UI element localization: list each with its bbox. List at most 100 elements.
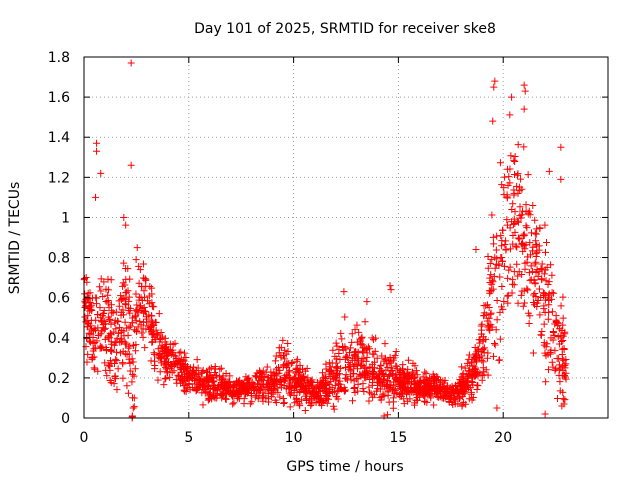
data-point	[528, 267, 536, 275]
data-point	[273, 384, 281, 392]
data-point	[504, 274, 512, 282]
data-point	[207, 364, 215, 372]
data-point-outlier	[127, 161, 135, 169]
data-point	[544, 366, 552, 374]
data-point	[542, 248, 550, 256]
data-point	[125, 293, 133, 301]
data-point	[129, 371, 137, 379]
data-point	[87, 316, 95, 324]
data-point	[532, 253, 540, 261]
data-point-outlier	[521, 87, 529, 95]
data-point	[145, 325, 153, 333]
data-point	[540, 305, 548, 313]
data-point	[315, 387, 323, 395]
data-point	[307, 402, 315, 410]
data-point	[142, 276, 150, 284]
data-point	[323, 394, 331, 402]
data-point	[504, 291, 512, 299]
data-point	[519, 302, 527, 310]
data-point	[404, 365, 412, 373]
data-point	[124, 331, 132, 339]
data-point	[168, 361, 176, 369]
data-point	[156, 334, 164, 342]
data-point-outlier	[557, 143, 565, 151]
data-point	[102, 285, 110, 293]
data-point	[503, 191, 511, 199]
y-tick-label: 1.2	[48, 170, 70, 186]
data-point	[389, 370, 397, 378]
data-point	[305, 395, 313, 403]
data-point	[523, 224, 531, 232]
data-point	[526, 276, 534, 284]
data-point	[291, 399, 299, 407]
data-point	[320, 381, 328, 389]
data-point-outlier	[508, 93, 516, 101]
data-point	[532, 237, 540, 245]
data-point	[89, 334, 97, 342]
data-point	[516, 203, 524, 211]
data-point	[540, 270, 548, 278]
data-point	[132, 256, 140, 264]
data-point-outlier	[130, 394, 138, 402]
data-point	[514, 272, 522, 280]
data-point	[543, 238, 551, 246]
data-point	[85, 337, 93, 345]
data-point	[248, 398, 256, 406]
data-point	[350, 377, 358, 385]
data-point	[390, 385, 398, 393]
data-point-outlier	[545, 167, 553, 175]
data-point	[492, 246, 500, 254]
y-tick-label: 0.4	[48, 331, 70, 347]
data-point	[166, 373, 174, 381]
data-point	[438, 394, 446, 402]
data-point	[251, 393, 259, 401]
data-point	[514, 218, 522, 226]
data-point	[302, 389, 310, 397]
data-point	[396, 367, 404, 375]
data-point	[98, 343, 106, 351]
data-point	[548, 271, 556, 279]
data-point	[400, 400, 408, 408]
data-point	[558, 362, 566, 370]
data-point	[354, 380, 362, 388]
data-point	[351, 350, 359, 358]
data-point	[517, 291, 525, 299]
data-point	[314, 393, 322, 401]
data-point	[488, 280, 496, 288]
data-point	[429, 377, 437, 385]
data-point	[117, 292, 125, 300]
data-point	[489, 285, 497, 293]
data-point	[203, 388, 211, 396]
data-point	[248, 389, 256, 397]
data-point-outlier	[97, 169, 105, 177]
data-point	[323, 391, 331, 399]
data-point	[555, 371, 563, 379]
data-point	[293, 394, 301, 402]
data-point	[465, 370, 473, 378]
data-point	[140, 260, 148, 268]
data-point	[508, 280, 516, 288]
data-point	[404, 372, 412, 380]
data-point	[531, 260, 539, 268]
data-point-outlier	[472, 246, 480, 254]
data-point	[535, 268, 543, 276]
data-point	[269, 385, 277, 393]
data-point	[286, 403, 294, 411]
data-point	[527, 276, 535, 284]
data-point	[421, 368, 429, 376]
data-point	[340, 384, 348, 392]
data-point	[276, 366, 284, 374]
data-point	[561, 373, 569, 381]
data-point	[559, 314, 567, 322]
data-point	[259, 397, 267, 405]
y-tick-label: 0	[61, 411, 70, 427]
data-point	[493, 255, 501, 263]
data-point	[334, 370, 342, 378]
data-point	[528, 229, 536, 237]
data-point	[105, 333, 113, 341]
data-point	[515, 234, 523, 242]
data-point	[132, 307, 140, 315]
data-point	[107, 379, 115, 387]
data-point	[506, 245, 514, 253]
data-point	[329, 346, 337, 354]
